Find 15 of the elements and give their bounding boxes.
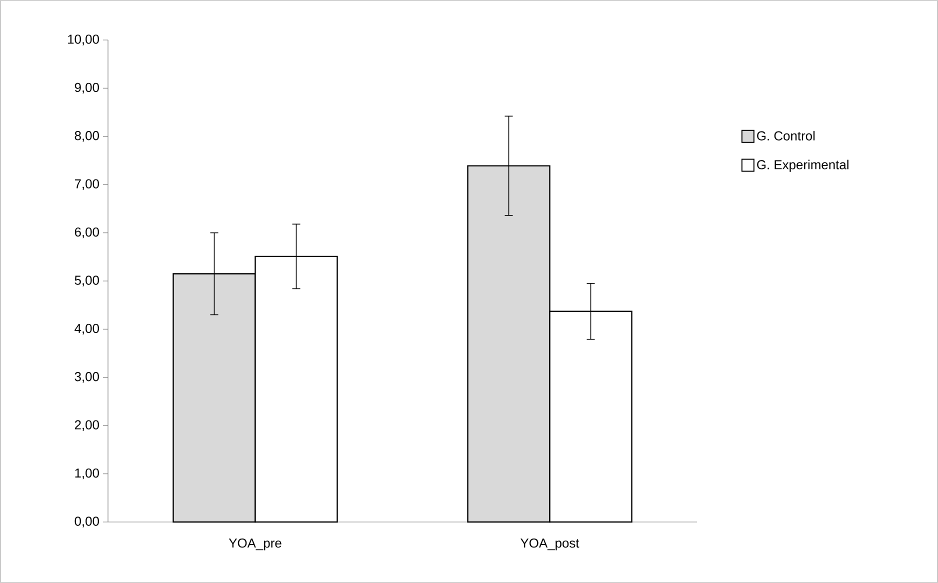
x-tick-label: YOA_post: [520, 538, 580, 550]
legend-label: G. Experimental: [757, 160, 848, 172]
y-tick-label: 2,00: [74, 420, 99, 431]
y-tick-label: 10,00: [68, 34, 99, 46]
y-tick-label: 0,00: [74, 516, 99, 528]
y-tick-label: 1,00: [75, 468, 99, 480]
y-tick-label: 5,00: [74, 276, 99, 286]
x-tick-label: YOA_pre: [228, 538, 282, 550]
y-tick-label: 8,00: [74, 131, 99, 142]
legend-label: G. Control: [757, 130, 815, 140]
y-tick-label: 6,00: [74, 227, 99, 238]
y-tick-label: 9,00: [74, 82, 99, 94]
y-tick-label: 7,00: [74, 179, 99, 190]
y-tick-label: 3,00: [74, 372, 99, 383]
y-tick-label: 4,00: [74, 324, 99, 335]
